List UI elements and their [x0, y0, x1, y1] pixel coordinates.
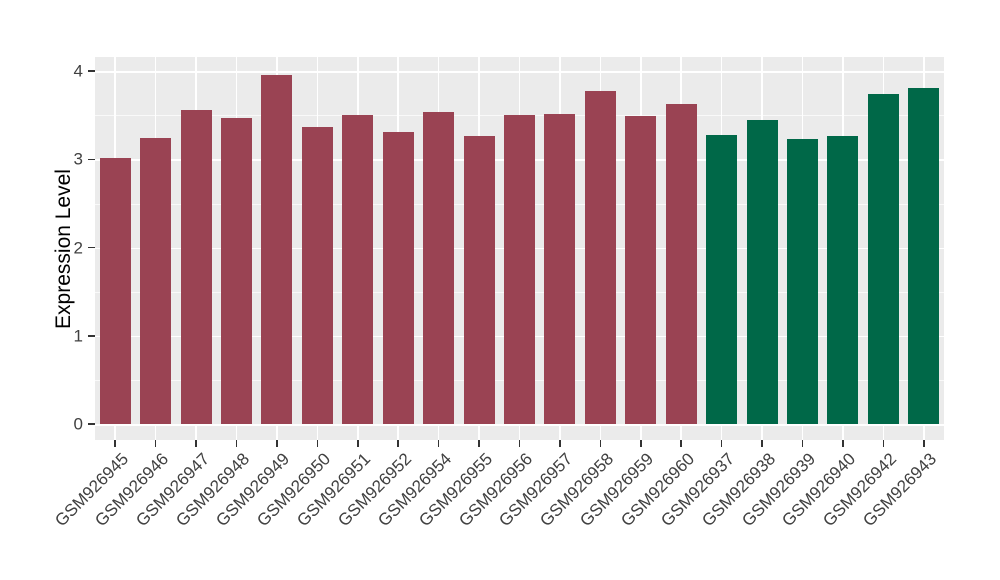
x-axis-tick — [397, 440, 399, 447]
bar — [221, 117, 252, 424]
bar — [301, 126, 333, 424]
y-tick-label: 3 — [73, 149, 83, 169]
x-axis-tick — [761, 440, 763, 447]
plot-panel — [95, 57, 944, 440]
y-axis-tick — [88, 246, 95, 249]
x-axis-tick — [801, 440, 804, 447]
bar — [504, 115, 535, 424]
x-axis-tick — [599, 440, 602, 447]
x-axis-tick — [154, 440, 157, 447]
bar — [665, 103, 697, 424]
x-axis-tick — [842, 440, 844, 447]
y-tick-label: 0 — [73, 414, 83, 434]
bar — [787, 139, 818, 424]
bar — [544, 113, 576, 424]
x-axis-tick — [640, 440, 642, 447]
y-tick-label: 2 — [73, 238, 83, 258]
x-axis-tick — [720, 440, 723, 447]
bar — [584, 90, 616, 424]
x-axis-tick — [114, 440, 116, 447]
x-axis-tick — [235, 440, 238, 447]
y-axis-tick — [88, 335, 95, 337]
bar — [180, 110, 212, 424]
y-tick-label: 1 — [73, 326, 83, 346]
bar — [867, 94, 899, 424]
bar — [746, 119, 778, 424]
x-axis-tick — [518, 440, 521, 447]
bar — [908, 87, 940, 424]
x-axis-tick — [437, 440, 440, 447]
x-axis-tick — [559, 440, 561, 447]
x-axis-tick — [882, 440, 885, 447]
x-axis-tick — [478, 440, 480, 447]
bar — [140, 138, 172, 424]
bar — [342, 115, 374, 424]
bar — [99, 157, 131, 424]
x-axis-tick — [357, 440, 359, 447]
x-axis-tick — [316, 440, 319, 447]
bar — [423, 111, 455, 424]
bar — [827, 136, 859, 424]
x-axis-tick — [680, 440, 682, 447]
y-axis-tick — [88, 423, 95, 425]
bar — [706, 134, 738, 424]
bar — [261, 74, 293, 424]
y-axis-tick — [88, 158, 95, 161]
y-tick-label: 4 — [73, 61, 83, 81]
x-axis-tick — [923, 440, 925, 447]
bar — [382, 132, 414, 424]
bar — [463, 135, 495, 424]
y-axis-tick — [88, 70, 95, 72]
x-axis-tick — [195, 440, 197, 447]
x-axis-tick — [276, 440, 278, 447]
bar — [625, 116, 657, 424]
